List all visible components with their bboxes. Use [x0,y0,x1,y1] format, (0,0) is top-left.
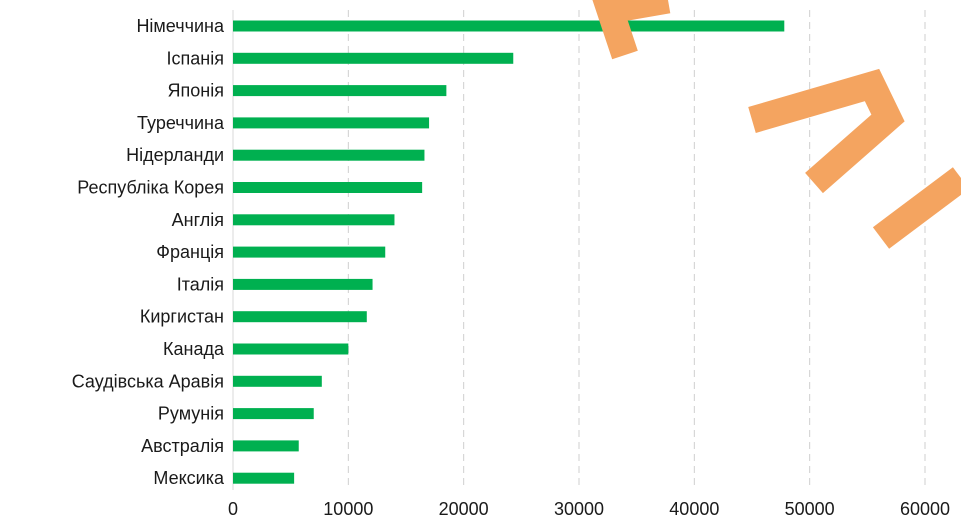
category-label: Німеччина [136,16,225,36]
category-label: Киргистан [140,307,224,327]
bar-4 [233,117,430,129]
x-tick-label: 0 [228,499,238,519]
bar-11 [233,343,349,355]
bar-3 [233,85,447,97]
category-label: Канада [163,339,225,359]
x-tick-label: 50000 [785,499,835,519]
bar-5 [233,149,425,161]
category-label: Саудівська Аравія [72,371,224,391]
grid-lines [347,10,926,490]
category-label: Японія [168,81,224,101]
bar-8 [233,246,386,258]
bar-15 [233,472,295,484]
x-tick-label: 10000 [323,499,373,519]
category-label: Англія [172,210,224,230]
x-tick-label: 20000 [439,499,489,519]
bar-10 [233,311,367,323]
category-label: Австралія [141,436,224,456]
category-label: Нідерланди [126,145,224,165]
category-label: Франція [156,242,224,262]
category-labels: Німеччина Іспанія Японія Туреччина Нідерланд… [72,16,225,488]
x-tick-label: 40000 [669,499,719,519]
category-label: Республіка Корея [77,178,224,198]
bar-12 [233,375,322,387]
bar-13 [233,408,314,420]
x-tick-labels: 0 10000 20000 30000 40000 50000 60000 [228,499,950,519]
bar-1 [233,20,785,32]
bar-9 [233,278,373,290]
category-label: Туреччина [137,113,225,133]
category-label: Румунія [158,404,224,424]
x-tick-label: 60000 [900,499,950,519]
watermark-logo [592,0,961,249]
bar-6 [233,182,423,193]
bar-7 [233,214,395,226]
bar-14 [233,440,299,452]
category-label: Іспанія [167,48,224,68]
bar-2 [233,52,514,64]
x-tick-label: 30000 [554,499,604,519]
category-label: Італія [177,274,224,294]
bars [233,20,785,484]
category-label: Мексика [153,468,225,488]
